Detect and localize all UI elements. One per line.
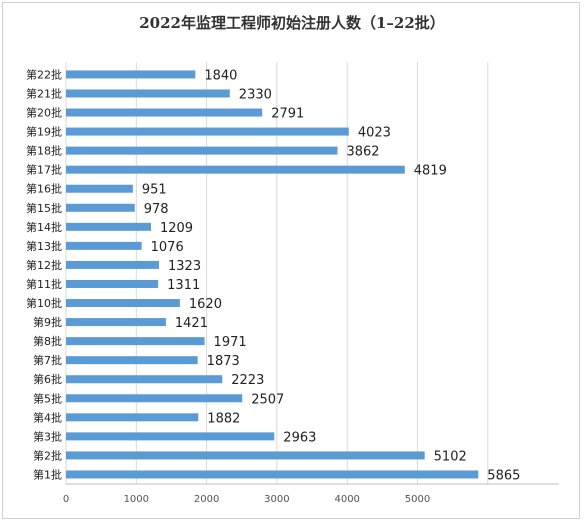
category-label: 第21批 — [26, 86, 62, 100]
bar — [66, 89, 230, 98]
x-tick-label: 3000 — [264, 494, 289, 505]
bar — [66, 127, 349, 136]
data-label: 2507 — [251, 392, 284, 407]
bar — [66, 108, 263, 117]
bar — [66, 146, 338, 155]
data-label: 2330 — [239, 87, 272, 102]
category-label: 第14批 — [26, 220, 62, 234]
category-label: 第1批 — [33, 467, 62, 481]
data-label: 5865 — [487, 468, 520, 483]
data-label: 1620 — [189, 297, 222, 312]
bar — [66, 337, 205, 346]
bar — [66, 470, 479, 479]
category-label: 第5批 — [33, 391, 62, 405]
data-label: 2963 — [283, 430, 316, 445]
category-label: 第19批 — [26, 125, 62, 139]
category-label: 第22批 — [26, 67, 62, 81]
data-label: 4023 — [358, 126, 391, 141]
data-label: 1209 — [160, 221, 193, 236]
category-label: 第8批 — [33, 334, 62, 348]
bar — [66, 375, 223, 384]
category-label: 第18批 — [26, 144, 62, 158]
bar — [66, 413, 199, 422]
category-label: 第13批 — [26, 239, 62, 253]
data-label: 1840 — [204, 68, 237, 83]
x-tick-label: 0 — [63, 494, 69, 505]
category-label: 第20批 — [26, 106, 62, 120]
data-label: 978 — [144, 202, 169, 217]
x-tick-label: 4000 — [334, 494, 359, 505]
bar — [66, 279, 159, 288]
bar — [66, 241, 142, 250]
data-label: 2791 — [271, 107, 304, 122]
x-tick-label: 2000 — [194, 494, 219, 505]
category-label: 第7批 — [33, 353, 62, 367]
bar — [66, 299, 180, 308]
bar — [66, 394, 243, 403]
data-label: 3862 — [346, 145, 379, 160]
data-label: 1076 — [151, 240, 184, 255]
category-label: 第12批 — [26, 258, 62, 272]
chart-title: 2022年监理工程师初始注册人数（1–22批） — [139, 14, 445, 32]
category-label: 第9批 — [33, 315, 62, 329]
data-label: 4819 — [414, 164, 447, 179]
bar — [66, 432, 275, 441]
category-label: 第3批 — [33, 429, 62, 443]
category-label: 第2批 — [33, 448, 62, 462]
category-label: 第11批 — [26, 277, 62, 291]
bar — [66, 70, 196, 79]
bar — [66, 203, 135, 212]
data-label: 1882 — [207, 411, 240, 426]
bar — [66, 222, 151, 231]
data-label: 5102 — [434, 449, 467, 464]
bar — [66, 165, 405, 174]
data-label: 1421 — [175, 316, 208, 331]
category-label: 第10批 — [26, 296, 62, 310]
data-label: 1323 — [168, 259, 201, 274]
data-label: 951 — [142, 183, 167, 198]
bar — [66, 318, 166, 327]
data-label: 1971 — [214, 335, 247, 350]
bar — [66, 356, 198, 365]
category-label: 第15批 — [26, 201, 62, 215]
x-tick-label: 1000 — [124, 494, 149, 505]
bar — [66, 260, 160, 269]
category-label: 第16批 — [26, 182, 62, 196]
category-label: 第4批 — [33, 410, 62, 424]
category-label: 第6批 — [33, 372, 62, 386]
data-label: 1311 — [167, 278, 200, 293]
category-label: 第17批 — [26, 163, 62, 177]
x-tick-label: 5000 — [405, 494, 430, 505]
bar — [66, 184, 133, 193]
data-label: 2223 — [231, 373, 264, 388]
data-label: 1873 — [207, 354, 240, 369]
bar — [66, 451, 425, 460]
